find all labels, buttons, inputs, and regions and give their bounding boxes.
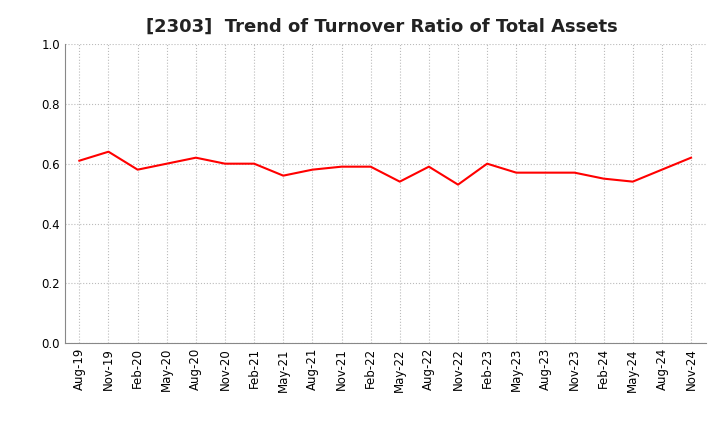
Text: [2303]  Trend of Turnover Ratio of Total Assets: [2303] Trend of Turnover Ratio of Total … — [145, 18, 618, 36]
